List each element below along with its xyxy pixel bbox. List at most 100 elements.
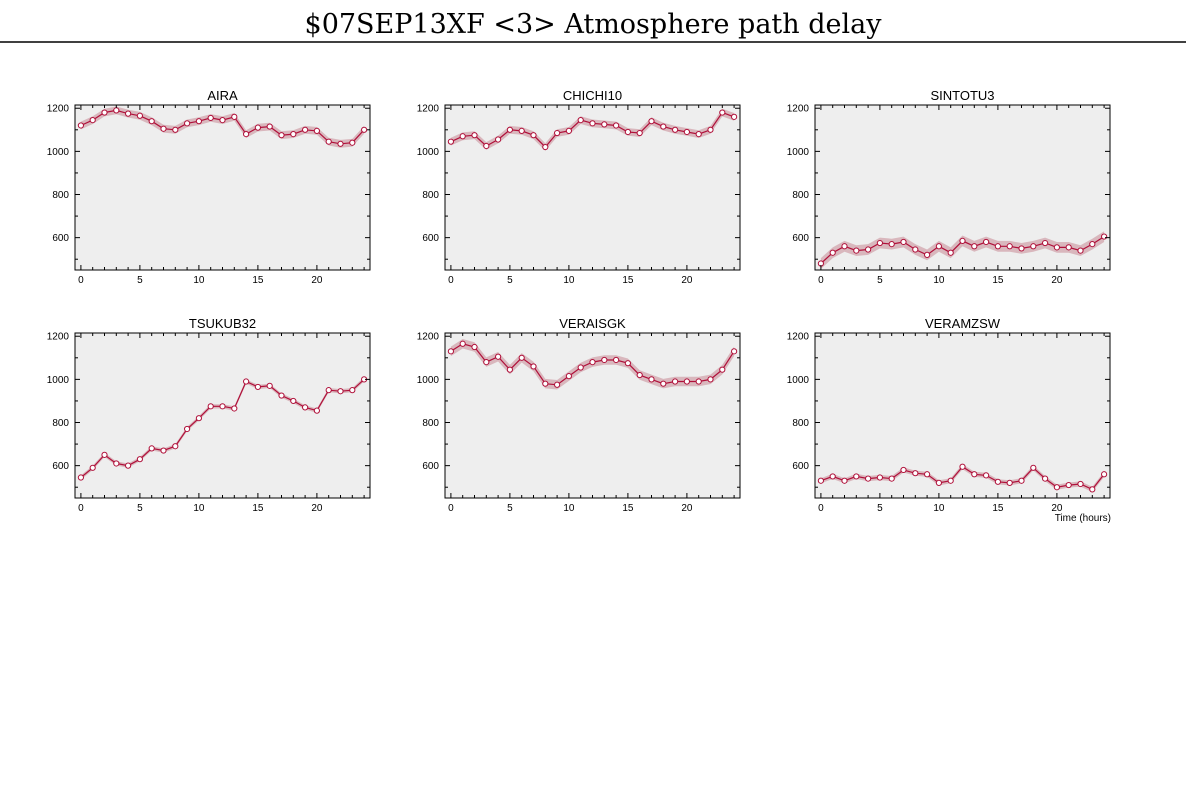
x-tick-label: 15 [622,503,634,514]
data-point [483,359,490,366]
x-tick-label: 15 [992,275,1004,286]
x-tick-label: 10 [563,275,575,286]
error-band [80,106,365,148]
data-point [266,123,273,130]
data-point [1077,247,1084,254]
data-point [601,356,608,364]
data-point [530,132,537,139]
data-point [459,133,466,140]
data-point [337,388,344,395]
data-point [1030,464,1037,471]
data-point [459,340,466,347]
data-point [518,127,525,134]
x-tick-label: 5 [507,275,513,286]
data-point [254,383,261,391]
data-point [195,118,202,125]
panel-title: CHICHI10 [563,88,622,103]
data-point [672,378,679,385]
y-tick-label: 1000 [417,147,440,158]
data-point [613,356,620,364]
x-tick-label: 5 [137,275,143,286]
data-point [613,122,620,129]
data-point [136,112,143,119]
data-point [636,371,643,379]
x-tick-label: 0 [448,275,454,286]
data-point [876,239,884,247]
x-tick-label: 0 [448,503,454,514]
data-point [290,131,297,138]
panel-sintotu3: SINTOTU3 600 800 1000 1200 0 5 10 15 20 [787,88,1111,286]
data-point [495,136,502,143]
y-tick-label: 1200 [417,104,440,115]
x-tick-label: 5 [507,503,513,514]
y-tick-label: 600 [792,233,809,244]
data-point [471,132,478,139]
data-point [900,466,907,474]
data-point [959,463,966,470]
data-point [971,243,978,250]
x-tick-label: 10 [933,503,945,514]
data-point [101,451,108,458]
data-point [683,128,691,136]
data-point [254,124,261,131]
data-point [707,126,714,133]
data-point [900,238,907,246]
data-point [888,241,895,248]
data-point [302,126,309,133]
data-point [1077,480,1084,488]
data-point [125,110,132,117]
data-point [278,392,285,399]
y-tick-label: 1000 [417,375,440,386]
panel-tsukub32: TSUKUB32 600 800 1000 1200 0 5 10 15 20 [47,316,371,514]
panel-chichi10: CHICHI10 600 800 1000 1200 0 5 10 15 20 [417,88,741,286]
data-point [266,382,273,389]
panel-title: VERAISGK [559,316,626,331]
data-point [1089,241,1096,248]
data-point [101,109,108,116]
x-tick-label: 15 [252,275,264,286]
data-point [1089,486,1096,493]
data-point [719,109,726,116]
x-tick-label: 5 [137,503,143,514]
data-point [184,120,191,127]
data-point [817,477,825,484]
data-point [1006,243,1013,250]
data-point [853,473,860,480]
data-point [77,474,85,481]
data-point [302,404,309,411]
data-point [231,113,238,120]
data-point [865,475,872,482]
data-point [160,125,167,132]
data-point [349,387,356,394]
data-point [1018,477,1025,484]
data-point [243,131,250,138]
data-point [636,129,643,137]
data-point [184,425,191,433]
data-point [683,378,691,385]
x-tick-label: 20 [681,275,693,286]
data-point [148,118,155,125]
data-point [935,479,943,487]
data-point [577,364,584,371]
data-point [136,456,143,463]
plot-area [815,333,1110,498]
data-point [935,243,943,250]
data-point [506,126,513,133]
data-point [947,249,954,256]
data-point [172,443,179,450]
data-point [243,378,250,385]
y-tick-label: 1200 [47,104,70,115]
panel-title: AIRA [207,88,238,103]
data-point [1006,479,1013,487]
y-tick-label: 800 [422,418,439,429]
data-point [577,116,584,124]
y-tick-label: 800 [792,418,809,429]
data-point [148,445,155,452]
data-point [731,348,738,355]
data-point [624,360,632,367]
figure-title: $07SEP13XF <3> Atmosphere path delay [305,9,883,40]
y-tick-label: 1200 [787,104,810,115]
data-point [313,127,320,134]
